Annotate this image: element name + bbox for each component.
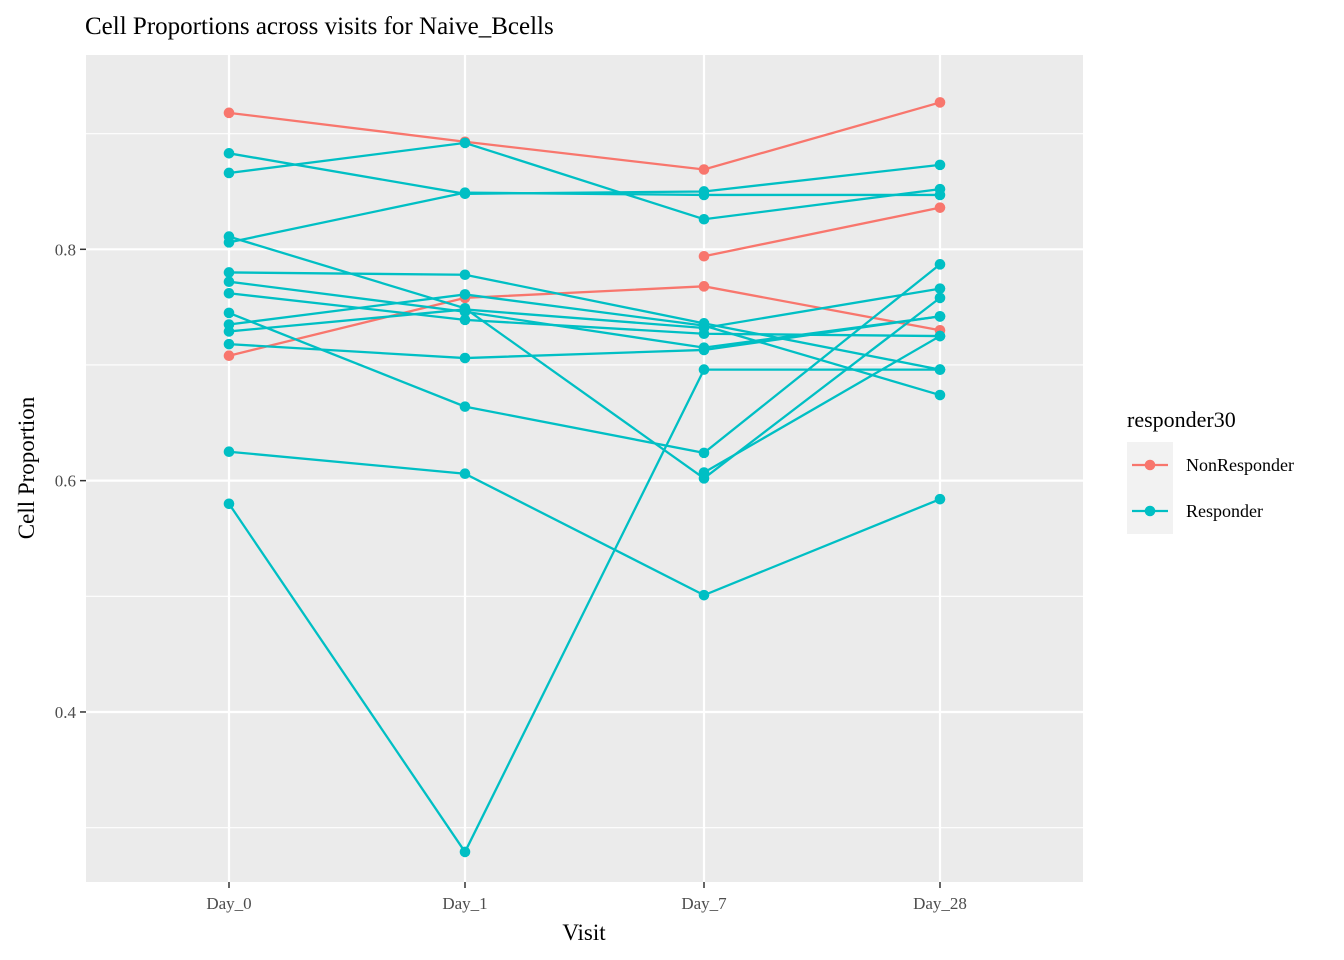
data-point [698, 344, 710, 356]
x-tick-label: Day_0 [206, 894, 251, 913]
series-line [228, 293, 941, 397]
data-point [459, 187, 471, 198]
y-axis: 0.4 0.6 0.8 [55, 240, 86, 722]
data-point [459, 352, 471, 364]
data-point [223, 446, 235, 458]
data-point [459, 304, 471, 315]
legend-label: NonResponder [1186, 455, 1294, 475]
data-point [459, 401, 471, 412]
series-lines [228, 101, 941, 855]
plot-panel [86, 55, 1083, 882]
data-point [698, 447, 710, 459]
data-point [698, 164, 710, 175]
legend-entries: NonResponder Responder [1127, 442, 1294, 534]
data-point [934, 493, 946, 505]
data-point [698, 281, 710, 292]
data-point [698, 364, 710, 375]
data-point [223, 498, 235, 510]
series-line [228, 287, 941, 333]
series-line [228, 271, 941, 371]
legend: responder30 NonResponder Responder [1127, 407, 1294, 534]
legend-key-point [1144, 459, 1156, 471]
data-point [934, 97, 946, 108]
y-tick-label: 0.8 [55, 240, 76, 259]
data-point [223, 148, 235, 159]
data-point [223, 338, 235, 350]
data-point [698, 189, 710, 201]
data-point [223, 307, 235, 319]
data-point [934, 259, 946, 270]
data-point [934, 311, 946, 322]
y-tick-label: 0.6 [55, 472, 76, 491]
chart-title: Cell Proportions across visits for Naive… [85, 13, 554, 40]
data-point [459, 269, 471, 281]
series-line [228, 191, 940, 244]
data-point [223, 107, 235, 119]
data-point [934, 389, 946, 401]
data-point [223, 350, 235, 362]
data-point [934, 292, 946, 304]
series-line [228, 101, 941, 171]
data-point [934, 189, 946, 201]
data-point [459, 468, 471, 480]
series-line [228, 235, 941, 480]
legend-label: Responder [1186, 501, 1263, 521]
data-point [698, 467, 710, 478]
legend-title: responder30 [1127, 407, 1236, 432]
minor-grid [86, 133, 1083, 829]
data-point [223, 287, 235, 299]
series-line [228, 368, 940, 855]
data-point [223, 231, 235, 242]
y-axis-title: Cell Proportion [14, 396, 39, 539]
data-point [698, 322, 710, 334]
legend-key-point [1144, 505, 1156, 517]
series-line [703, 335, 941, 474]
x-tick-label: Day_7 [681, 894, 727, 913]
series-line [228, 450, 941, 597]
series-points [223, 97, 946, 858]
x-axis: Day_0 Day_1 Day_7 Day_28 [206, 882, 967, 913]
data-point [934, 283, 946, 294]
series-line [703, 206, 941, 258]
data-point [459, 289, 471, 300]
data-point [459, 137, 471, 149]
x-tick-label: Day_1 [442, 894, 487, 913]
data-point [934, 330, 946, 342]
data-point [223, 167, 235, 179]
data-point [459, 314, 471, 326]
series-line [228, 292, 941, 338]
data-point [223, 267, 235, 278]
series-line [228, 263, 941, 455]
data-point [934, 364, 946, 375]
data-point [459, 846, 471, 858]
x-axis-title: Visit [562, 920, 606, 945]
data-point [223, 276, 235, 288]
data-point [698, 213, 710, 225]
data-point [934, 159, 946, 171]
y-tick-label: 0.4 [55, 703, 77, 722]
data-point [223, 326, 235, 337]
data-point [698, 250, 710, 262]
series-line [228, 141, 941, 221]
x-tick-label: Day_28 [913, 894, 967, 913]
series-line [228, 152, 941, 195]
data-point [698, 589, 710, 601]
series-line [228, 315, 941, 360]
data-point [934, 202, 946, 213]
